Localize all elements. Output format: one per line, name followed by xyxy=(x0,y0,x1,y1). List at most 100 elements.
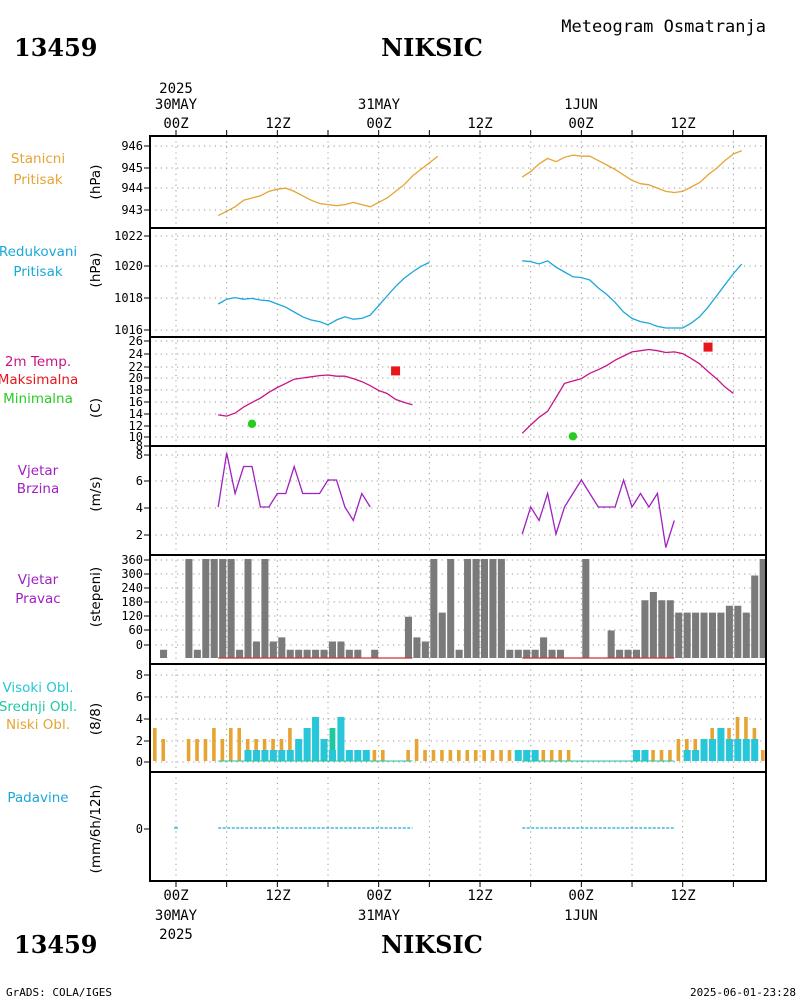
high-cloud-bar xyxy=(269,750,277,761)
temperature-line xyxy=(218,374,413,417)
axis-tick-bottom-5: 00Z xyxy=(568,888,593,904)
axis-date-top-1: 30MAY xyxy=(155,97,198,113)
low-cloud-bar xyxy=(549,750,554,761)
wind-direction-bar xyxy=(649,592,657,658)
footer-credit: GrADS: COLA/IGES xyxy=(6,986,112,999)
wind-direction-bar xyxy=(244,559,252,658)
wind-direction-bar xyxy=(252,641,260,658)
wind-direction-bar xyxy=(717,612,725,658)
min-temp-marker xyxy=(568,432,578,441)
low-cloud-bar xyxy=(457,750,461,761)
min-temp-marker xyxy=(247,419,257,428)
high-cloud-bar xyxy=(751,739,759,761)
chart-title: Meteogram Osmatranja xyxy=(561,17,766,37)
wind-direction-bar xyxy=(160,649,168,658)
wind-direction-bar xyxy=(269,641,277,658)
wind-direction-bar xyxy=(497,559,505,658)
low-cloud-bar xyxy=(288,728,292,761)
low-cloud-bar xyxy=(761,750,765,761)
panel-unit: (mm/6h/12h) xyxy=(88,785,104,874)
wind-direction-bar xyxy=(742,612,750,658)
panel-frame xyxy=(149,135,767,229)
axis-tick-bottom-4: 12Z xyxy=(467,888,492,904)
axis-tick-top-2: 12Z xyxy=(265,116,290,132)
high-cloud-bar xyxy=(278,750,286,761)
axis-date-bottom-2: 31MAY xyxy=(358,908,401,924)
wind-direction-bar xyxy=(531,649,539,658)
wind-direction-bar xyxy=(514,649,522,658)
wind-direction-bar xyxy=(540,637,548,658)
wind-direction-bar xyxy=(303,649,311,658)
wind-direction-bar xyxy=(421,641,429,658)
low-cloud-bar xyxy=(651,750,655,761)
axis-tick-top-1: 00Z xyxy=(163,116,188,132)
wind-direction-bar xyxy=(658,600,666,658)
y-tick-label: 240 xyxy=(121,581,143,595)
y-tick-label: 6 xyxy=(136,474,143,488)
y-tick-label: 120 xyxy=(121,609,143,623)
y-tick-label: 4 xyxy=(136,501,143,515)
y-tick-label: 180 xyxy=(121,595,143,609)
y-tick-label: 945 xyxy=(121,161,143,175)
low-cloud-bar xyxy=(414,739,419,761)
low-cloud-bar xyxy=(212,728,216,761)
y-tick-label: 12 xyxy=(129,419,143,433)
reduced-pressure-line xyxy=(217,261,430,326)
low-cloud-bar xyxy=(465,750,470,761)
high-cloud-bar xyxy=(717,728,725,761)
y-tick-label: 22 xyxy=(129,360,143,374)
wind-direction-bar xyxy=(438,612,446,658)
wind-direction-bar xyxy=(185,559,193,658)
wind-direction-bar xyxy=(464,559,472,658)
panel-label: Redukovani xyxy=(0,244,77,260)
wind-direction-bar xyxy=(582,559,590,658)
y-tick-label: 300 xyxy=(121,567,143,581)
low-cloud-bar xyxy=(448,750,453,761)
y-tick-label: 944 xyxy=(121,181,143,195)
wind-direction-bar xyxy=(523,649,531,658)
axis-date-bottom-3: 1JUN xyxy=(564,908,598,924)
panel-label: Vjetar xyxy=(18,572,59,588)
temperature-line xyxy=(521,348,734,434)
wind-direction-bar xyxy=(506,649,514,658)
wind-direction-bar xyxy=(404,616,412,658)
wind-direction-bar xyxy=(556,649,565,658)
low-cloud-bar xyxy=(541,750,546,761)
wind-direction-bar xyxy=(734,605,742,658)
station-id-bottom: 13459 xyxy=(14,930,98,959)
high-cloud-bar xyxy=(286,750,294,761)
axis-tick-top-5: 00Z xyxy=(568,116,593,132)
panel-unit: (C) xyxy=(88,398,104,418)
y-tick-label: 14 xyxy=(129,407,143,421)
wind-direction-bar xyxy=(455,649,463,658)
wind-direction-bar xyxy=(430,559,438,658)
wind-direction-bar xyxy=(278,637,286,658)
station-pressure-line xyxy=(217,155,439,217)
high-cloud-bar xyxy=(345,750,353,761)
panel-label: Srednji Obl. xyxy=(0,699,77,715)
wind-direction-bar xyxy=(371,649,379,658)
high-cloud-bar xyxy=(683,750,691,761)
y-tick-label: 360 xyxy=(121,553,143,567)
low-cloud-bar xyxy=(507,750,512,761)
high-cloud-bar xyxy=(734,739,742,761)
station-pressure-line xyxy=(521,150,743,194)
panel-unit: (hPa) xyxy=(88,165,104,200)
axis-tick-top-3: 00Z xyxy=(366,116,391,132)
station-id-top: 13459 xyxy=(14,33,98,62)
mid-cloud-bar xyxy=(329,728,336,761)
panel-label: Pritisak xyxy=(13,172,63,188)
y-tick-label: 1016 xyxy=(114,323,143,337)
low-cloud-bar xyxy=(381,750,385,761)
wind-direction-bar xyxy=(295,649,303,658)
wind-direction-bar xyxy=(666,600,674,658)
axis-date-top-2: 31MAY xyxy=(358,97,401,113)
high-cloud-bar xyxy=(700,739,708,761)
high-cloud-bar xyxy=(708,739,717,761)
high-cloud-bar xyxy=(261,750,269,761)
panel-label: Padavine xyxy=(7,790,68,806)
panel-label: 2m Temp. xyxy=(5,354,71,370)
panel-label: Niski Obl. xyxy=(6,717,70,733)
wind-direction-bar xyxy=(328,641,336,658)
high-cloud-bar xyxy=(632,750,641,761)
